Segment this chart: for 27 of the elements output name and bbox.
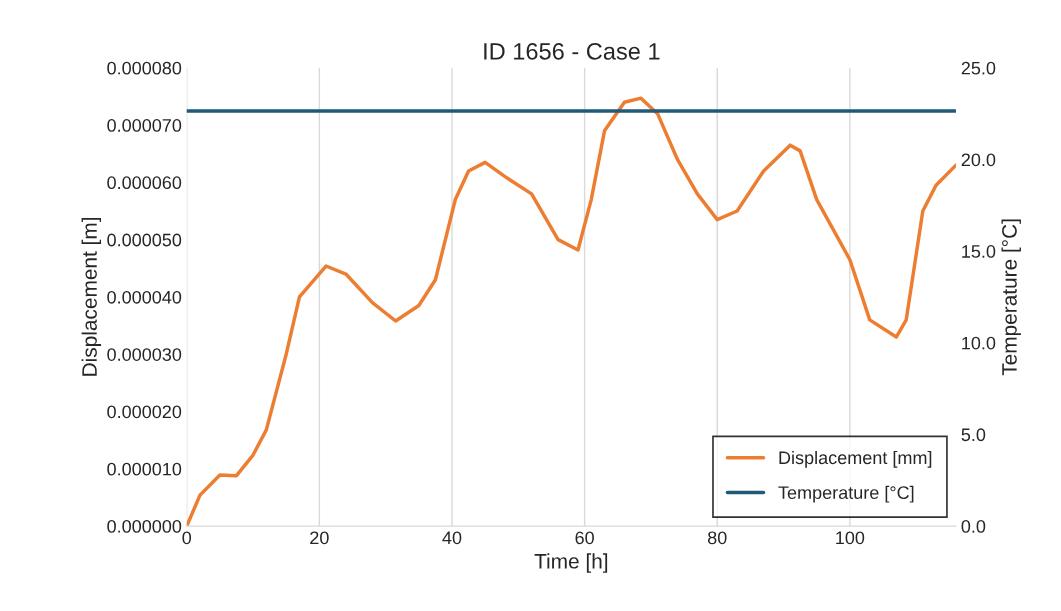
y-tick-label: 0.000040	[107, 290, 182, 304]
y2-axis-title: Temperature [°C]	[1001, 219, 1021, 376]
x-tick-label: 40	[442, 531, 462, 545]
y2-tick-label: 20.0	[961, 153, 996, 167]
y-axis-title: Displacement [m]	[81, 217, 102, 376]
y-tick-label: 0.000080	[107, 61, 182, 75]
y2-tick-label: 10.0	[962, 336, 996, 350]
legend-label: Displacement [mm]	[779, 450, 932, 468]
y-tick-label: 0.000010	[107, 462, 182, 476]
y-tick-label: 0.000050	[107, 233, 182, 247]
x-axis-title: Time [h]	[534, 553, 608, 573]
x-tick-label: 80	[707, 531, 727, 545]
x-tick-label: 100	[836, 531, 865, 545]
x-tick-label: 20	[310, 531, 329, 545]
y-tick-label: 0.000000	[107, 520, 182, 533]
y-tick-label: 0.000070	[107, 119, 182, 132]
y-tick-label: 0.000030	[107, 348, 182, 361]
y-tick-label: 0.000020	[107, 405, 182, 419]
legend-label: Temperature [°C]	[778, 485, 914, 503]
y2-tick-label: 0.0	[961, 520, 986, 533]
chart-title: ID 1656 - Case 1	[484, 43, 660, 60]
y2-tick-label: 25.0	[961, 61, 996, 75]
y-tick-label: 0.000060	[107, 176, 182, 190]
x-tick-label: 60	[575, 531, 594, 545]
x-tick-label: 0	[182, 531, 192, 545]
y2-tick-label: 15.0	[962, 245, 996, 258]
y2-tick-label: 5.0	[961, 428, 986, 442]
